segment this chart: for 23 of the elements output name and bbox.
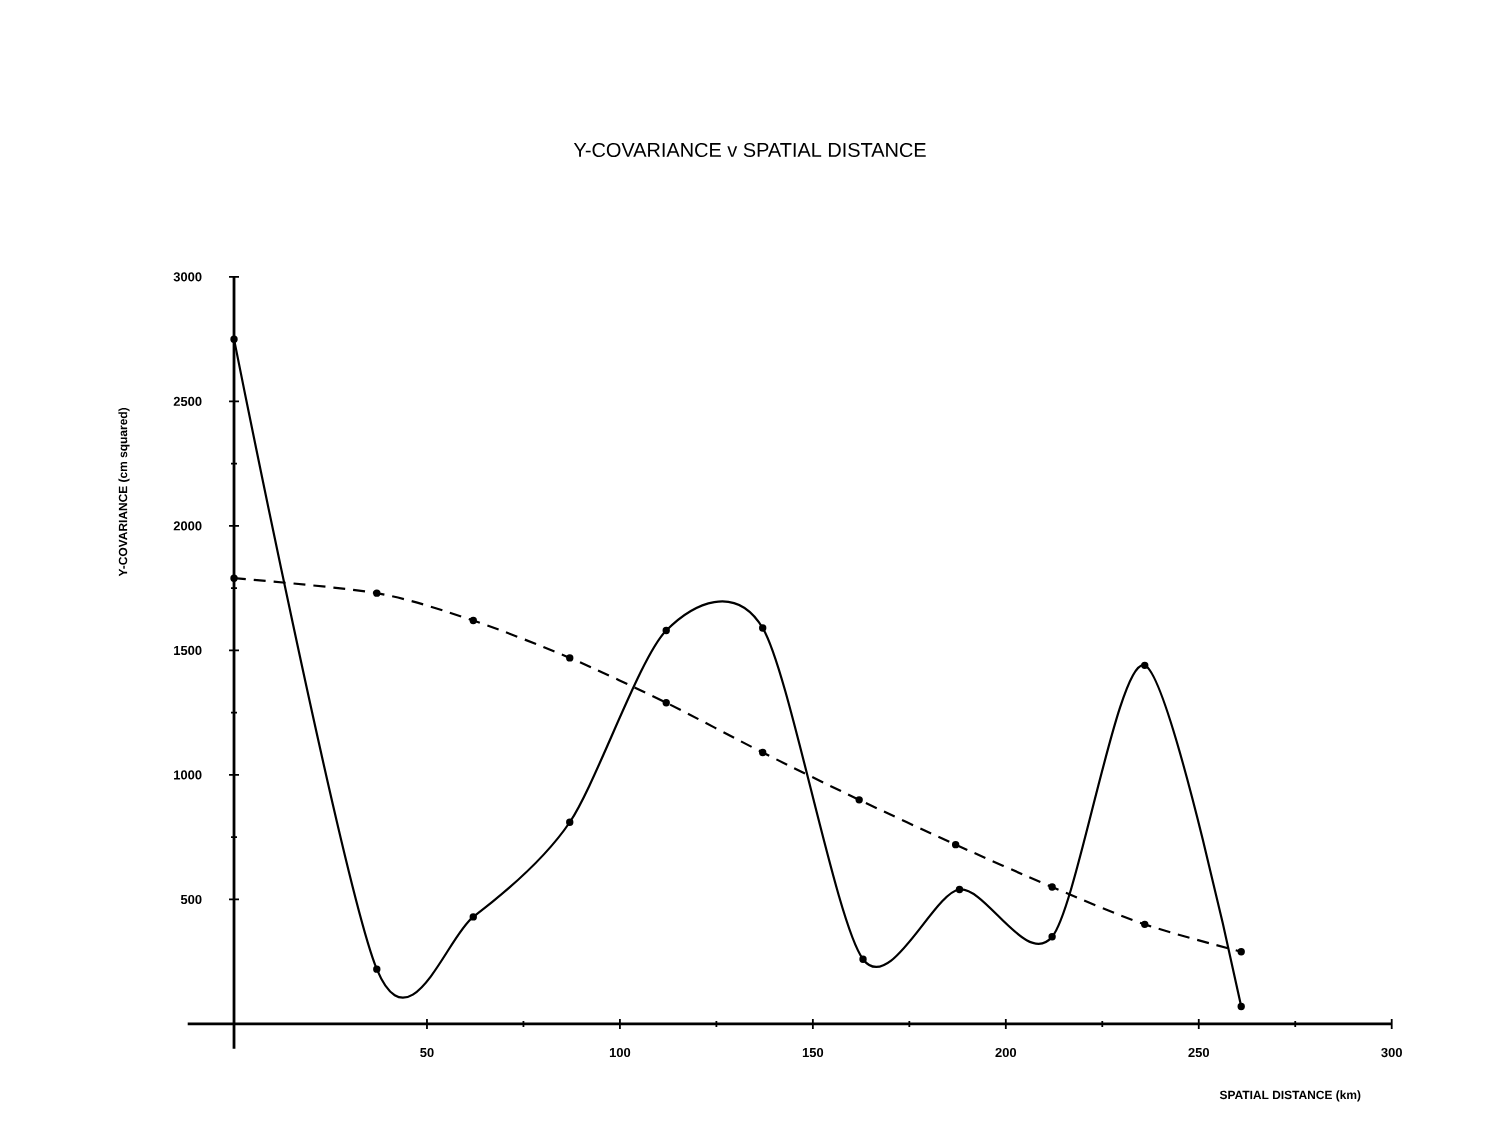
point [1237, 1002, 1245, 1011]
point [230, 335, 238, 343]
point [759, 748, 767, 757]
point [566, 654, 574, 662]
point [1237, 948, 1245, 956]
point [1141, 661, 1149, 670]
point [859, 955, 867, 963]
point [759, 624, 767, 632]
point [662, 699, 670, 707]
point [855, 796, 863, 804]
chart-title: Y-COVARIANCE v SPATIAL DISTANCE [573, 142, 926, 158]
point [662, 626, 670, 635]
point [1048, 883, 1056, 891]
point [1048, 933, 1056, 941]
point [469, 913, 477, 921]
point [469, 616, 477, 625]
point [566, 818, 574, 826]
point [230, 574, 238, 582]
point [373, 589, 381, 597]
point [955, 885, 964, 894]
point [951, 840, 960, 849]
point [373, 965, 381, 973]
point [1141, 920, 1149, 929]
